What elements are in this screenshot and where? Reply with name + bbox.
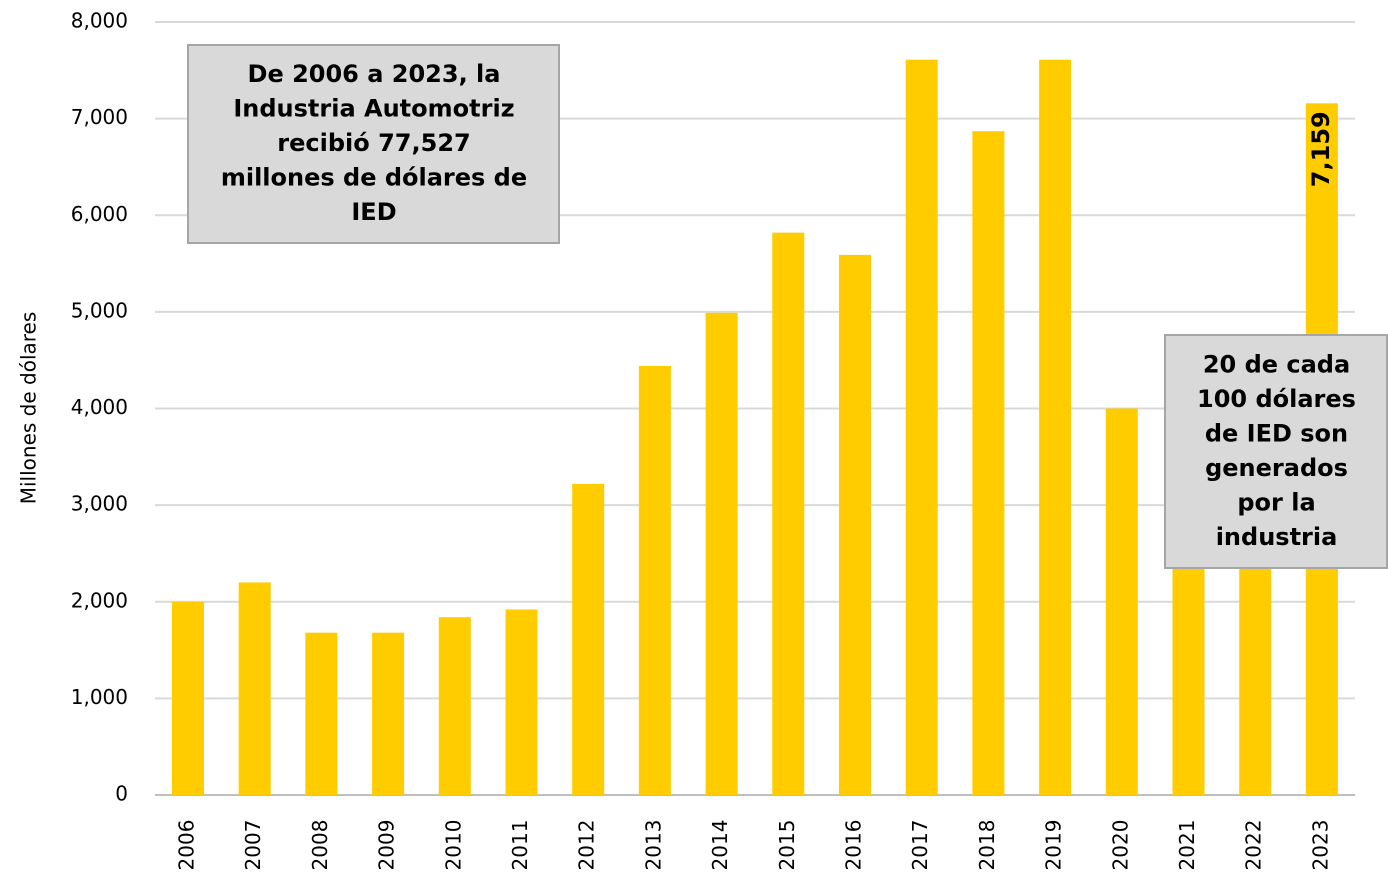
bar: [1039, 59, 1072, 795]
x-tick-label: 2022: [1242, 820, 1266, 871]
data-label: 7,159: [1307, 111, 1335, 187]
y-tick-label: 3,000: [71, 492, 128, 516]
x-tick-label: 2008: [308, 820, 332, 871]
bar: [505, 609, 538, 795]
x-tick-label: 2007: [241, 820, 265, 871]
annotation-box: [1164, 334, 1388, 569]
annotation-text: por la: [1237, 488, 1315, 516]
y-tick-label: 2,000: [71, 588, 128, 612]
x-tick-label: 2009: [375, 820, 399, 871]
annotation-text: 20 de cada: [1203, 350, 1350, 378]
x-tick-label: 2014: [708, 820, 732, 871]
annotation-text: IED: [351, 198, 396, 226]
bar: [638, 365, 671, 795]
y-tick-label: 7,000: [71, 105, 128, 129]
annotation-text: recibió 77,527: [277, 129, 470, 157]
annotation-text: de IED son: [1205, 419, 1348, 447]
x-tick-label: 2019: [1042, 820, 1066, 871]
x-tick-label: 2021: [1175, 820, 1199, 871]
y-axis-label: Millones de dólares: [17, 312, 41, 505]
x-tick-label: 2020: [1108, 820, 1132, 871]
annotation-text: industria: [1216, 523, 1338, 551]
y-tick-label: 0: [115, 782, 128, 806]
bar: [972, 131, 1005, 795]
y-tick-label: 4,000: [71, 395, 128, 419]
bar: [172, 601, 204, 795]
bar: [1105, 408, 1138, 795]
x-tick-label: 2006: [175, 820, 199, 871]
bar: [572, 483, 605, 795]
bar: [705, 312, 738, 795]
x-tick-label: 2018: [975, 820, 999, 871]
x-tick-label: 2013: [641, 820, 665, 871]
bar: [772, 232, 805, 795]
x-tick-label: 2015: [775, 820, 799, 871]
annotation-text: generados: [1205, 454, 1348, 482]
annotation-text: Industria Automotriz: [233, 95, 514, 123]
annotation-text: millones de dólares de: [221, 164, 527, 192]
bar: [839, 254, 871, 795]
annotation-box: [187, 44, 560, 244]
x-tick-label: 2016: [842, 820, 866, 871]
x-tick-label: 2017: [908, 820, 932, 871]
y-tick-label: 6,000: [71, 202, 128, 226]
bar: [905, 59, 938, 795]
y-tick-label: 1,000: [71, 685, 128, 709]
x-tick-label: 2011: [508, 820, 532, 871]
x-tick-label: 2010: [441, 820, 465, 871]
bar: [438, 617, 471, 795]
annotation-text: 100 dólares: [1197, 385, 1356, 413]
x-tick-label: 2023: [1308, 820, 1332, 871]
x-tick-label: 2012: [575, 820, 599, 871]
y-tick-label: 5,000: [71, 298, 128, 322]
bar: [238, 582, 271, 795]
y-tick-label: 8,000: [71, 9, 128, 33]
bar: [305, 632, 338, 795]
bar: [372, 632, 405, 795]
annotation-text: De 2006 a 2023, la: [248, 60, 501, 88]
